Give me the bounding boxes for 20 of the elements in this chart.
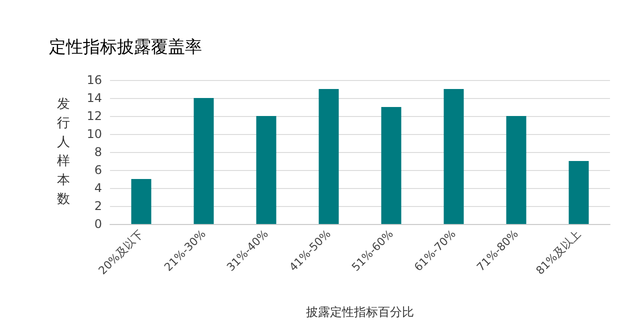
y-tick-label: 16 [86,73,102,87]
y-tick-label: 4 [94,181,102,195]
bar [131,179,152,224]
y-tick-label: 12 [86,109,102,123]
bar [444,89,464,224]
y-tick-label: 10 [86,127,102,141]
y-axis-title: 发行人样本数 [57,97,70,207]
y-tick-label: 2 [94,199,102,213]
bar [194,98,214,224]
y-tick-label: 0 [94,217,102,231]
bar [568,161,589,224]
y-tick-label: 8 [94,145,102,159]
y-tick-label: 14 [86,91,102,105]
bar [318,89,339,224]
y-tick-label: 6 [94,163,102,177]
bar [506,116,526,224]
x-axis-title: 披露定性指标百分比 [306,305,414,319]
bar [256,116,276,224]
chart-title: 定性指标披露覆盖率 [49,38,202,58]
bar [381,107,402,224]
